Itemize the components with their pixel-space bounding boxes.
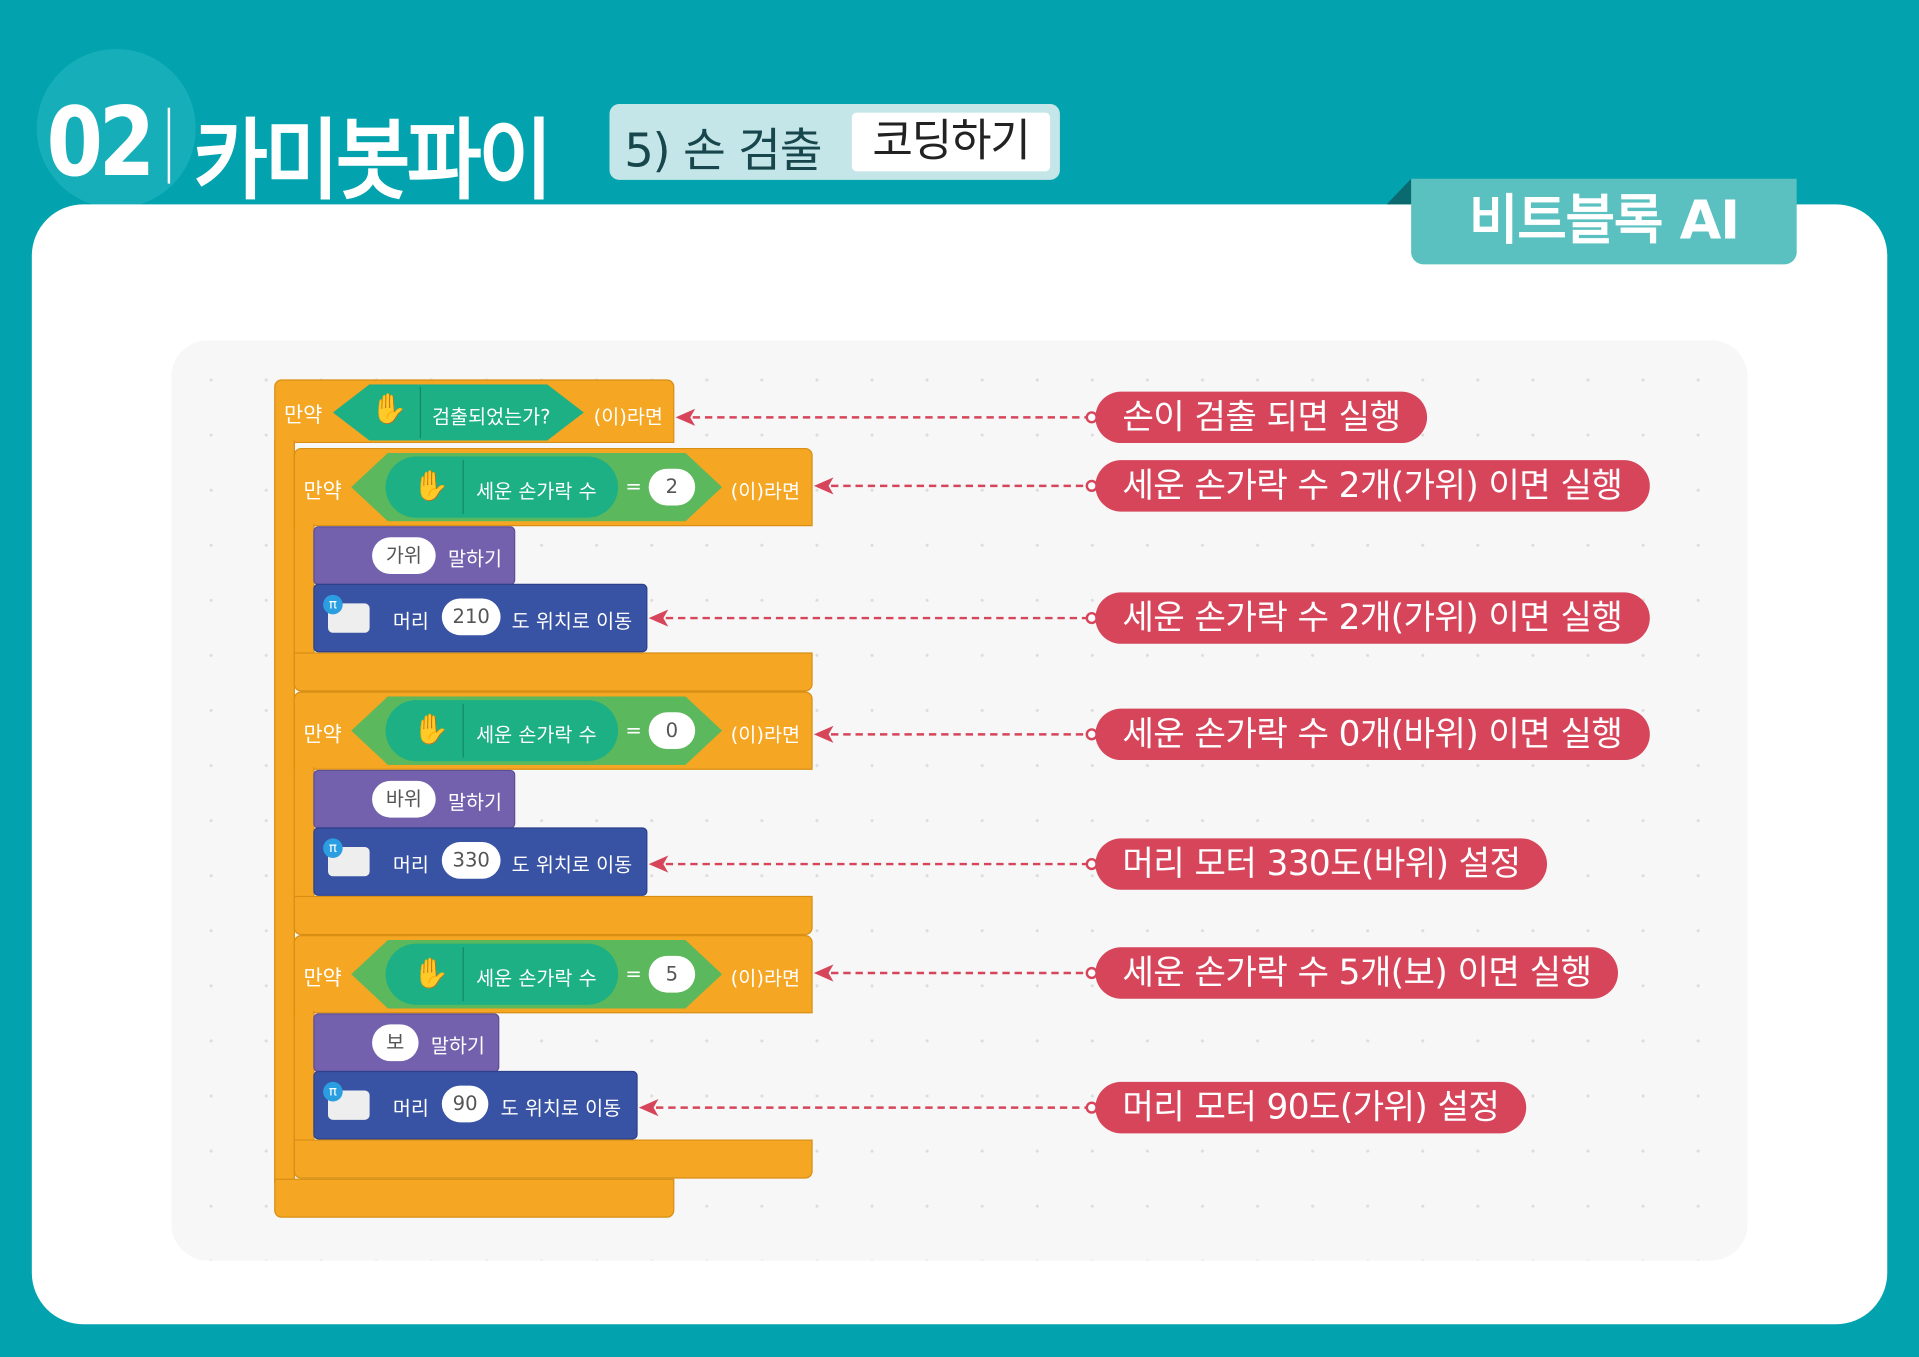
if-bottom [293,895,813,936]
arrow-head [675,408,696,426]
angle-input[interactable]: 90 [441,1085,489,1123]
value-input[interactable]: 5 [648,955,696,993]
annotation-label: 세운 손가락 수 0개(바위) 이면 실행 [1095,708,1650,761]
hand-icon: ✋ [370,391,408,426]
pi-icon: π [323,1081,343,1102]
finger-count-reporter[interactable] [385,943,619,1005]
subtitle: 5) 손 검출 [624,123,822,178]
annotation-label: 세운 손가락 수 2개(가위) 이면 실행 [1095,592,1650,644]
if-label: 만약 [303,723,342,748]
motor-label: 머리 [392,853,429,877]
arrow-head [813,964,834,982]
annotation-label: 세운 손가락 수 5개(보) 이면 실행 [1095,947,1619,999]
annotation-label: 손이 검출 되면 실행 [1095,391,1428,444]
value-input[interactable]: 0 [648,712,696,750]
equals-op: = [625,718,642,742]
equals-op: = [625,961,642,986]
then-label: (이)라면 [593,405,663,429]
subtitle-tag: 코딩하기 [851,112,1051,172]
if-bottom [293,652,813,692]
if-label: 만약 [283,403,323,429]
arrow-head [813,477,834,495]
divider [462,460,464,515]
pi-icon: π [323,594,343,615]
motor-suffix: 도 위치로 이동 [511,853,633,877]
motor-label: 머리 [392,609,429,633]
if-label: 만약 [303,479,342,505]
arrow-head [813,725,834,743]
say-text-input[interactable]: 보 [372,1024,419,1062]
hand-icon: ✋ [412,955,450,991]
reporter-label: 세운 손가락 수 [476,479,597,504]
reporter-label: 세운 손가락 수 [476,966,597,991]
divider [167,107,171,184]
section-number: 02 [46,88,156,199]
hand-icon: ✋ [412,712,450,747]
say-label: 말하기 [447,547,503,571]
annotation-label: 머리 모터 330도(바위) 설정 [1095,838,1548,890]
say-text-input[interactable]: 가위 [372,537,436,575]
annotation-label: 머리 모터 90도(가위) 설정 [1095,1081,1527,1134]
finger-count-reporter[interactable] [385,456,619,518]
motor-suffix: 도 위치로 이동 [511,609,633,633]
annotation-dot [1085,611,1098,625]
annotation-dot [1085,479,1098,493]
say-label: 말하기 [447,790,503,814]
hand-icon: ✋ [412,468,450,504]
then-label: (이)라면 [730,966,801,991]
annotation-label: 세운 손가락 수 2개(가위) 이면 실행 [1095,460,1650,512]
annotation-dot [1085,966,1098,980]
annotation-dot [1085,728,1098,741]
annotation-dot [1085,411,1098,424]
arrow-head [648,855,669,873]
equals-op: = [625,474,642,499]
outer-if-bottom [274,1178,675,1218]
annotation-dot [1085,1101,1098,1114]
badge: 비트블록 AI [1411,178,1797,265]
arrow-head [648,609,669,627]
then-label: (이)라면 [730,479,801,504]
divider [462,703,464,758]
detected-condition[interactable] [333,384,584,440]
say-label: 말하기 [430,1034,485,1058]
angle-input[interactable]: 330 [441,842,501,879]
angle-input[interactable]: 210 [441,598,501,636]
condition-label: 검출되었는가? [432,405,551,429]
badge-fold [1386,178,1412,205]
value-input[interactable]: 2 [648,468,696,506]
pi-icon: π [323,838,343,858]
if-label: 만약 [303,966,342,992]
divider [462,947,464,1002]
arrow-head [638,1099,659,1117]
divider [419,386,422,439]
finger-count-reporter[interactable] [385,700,619,762]
reporter-label: 세운 손가락 수 [476,723,597,747]
if-bottom [293,1139,813,1179]
motor-label: 머리 [392,1096,429,1120]
page-title: 카미봇파이 [193,108,552,212]
say-text-input[interactable]: 바위 [372,780,436,818]
annotation-dot [1085,857,1098,871]
motor-suffix: 도 위치로 이동 [500,1096,622,1120]
then-label: (이)라면 [730,723,801,747]
